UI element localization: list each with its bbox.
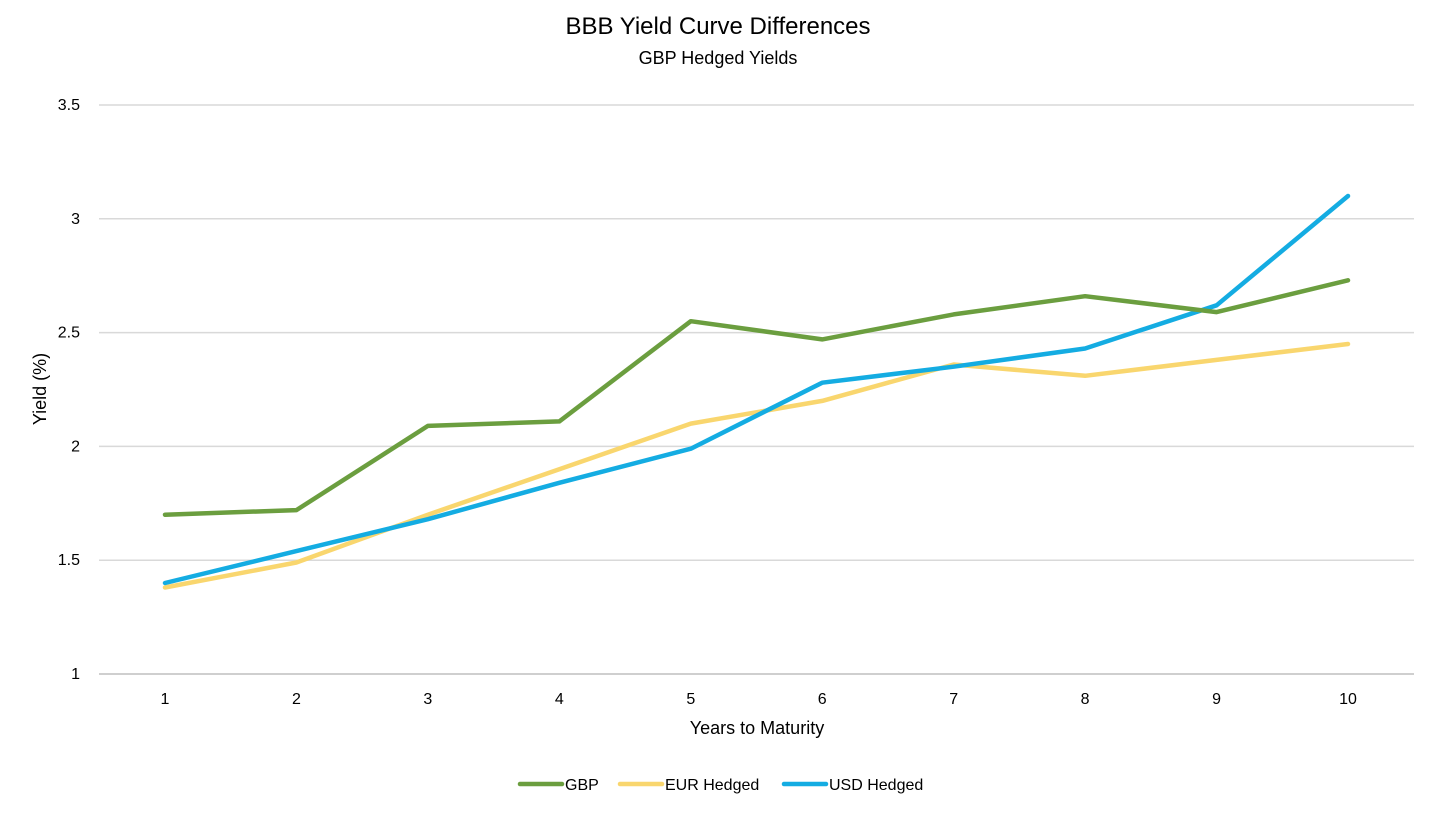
y-tick-label: 2.5 — [58, 325, 80, 342]
y-tick-label: 3.5 — [58, 97, 80, 114]
x-tick-label: 9 — [1212, 691, 1221, 708]
x-tick-label: 6 — [818, 691, 827, 708]
plot-area — [162, 193, 1351, 590]
chart-title: BBB Yield Curve Differences — [565, 13, 870, 40]
x-tick-label: 4 — [555, 691, 564, 708]
x-tick-label: 5 — [686, 691, 695, 708]
chart-subtitle: GBP Hedged Yields — [639, 48, 798, 68]
y-axis-title: Yield (%) — [30, 353, 50, 425]
x-tick-label: 2 — [292, 691, 301, 708]
legend-label-eur-hedged: EUR Hedged — [665, 777, 759, 794]
x-tick-label: 7 — [949, 691, 958, 708]
x-tick-label: 1 — [161, 691, 170, 708]
y-axis-ticks: 1 1.5 2 2.5 3 3.5 — [58, 97, 80, 683]
y-tick-label: 3 — [71, 211, 80, 228]
x-tick-label: 10 — [1339, 691, 1357, 708]
series-line-usd-hedged — [162, 193, 1351, 586]
legend: GBP EUR Hedged USD Hedged — [517, 777, 923, 794]
series-line-eur-hedged — [162, 341, 1351, 590]
legend-label-gbp: GBP — [565, 777, 599, 794]
y-tick-label: 2 — [71, 438, 80, 455]
gridlines — [99, 104, 1414, 675]
x-axis-ticks: 1 2 3 4 5 6 7 8 9 10 — [161, 691, 1357, 708]
x-tick-label: 3 — [423, 691, 432, 708]
y-tick-label: 1.5 — [58, 552, 80, 569]
x-tick-label: 8 — [1081, 691, 1090, 708]
series-line-gbp — [162, 278, 1351, 517]
y-tick-label: 1 — [71, 666, 80, 683]
x-axis-title: Years to Maturity — [690, 718, 824, 738]
legend-label-usd-hedged: USD Hedged — [829, 777, 923, 794]
